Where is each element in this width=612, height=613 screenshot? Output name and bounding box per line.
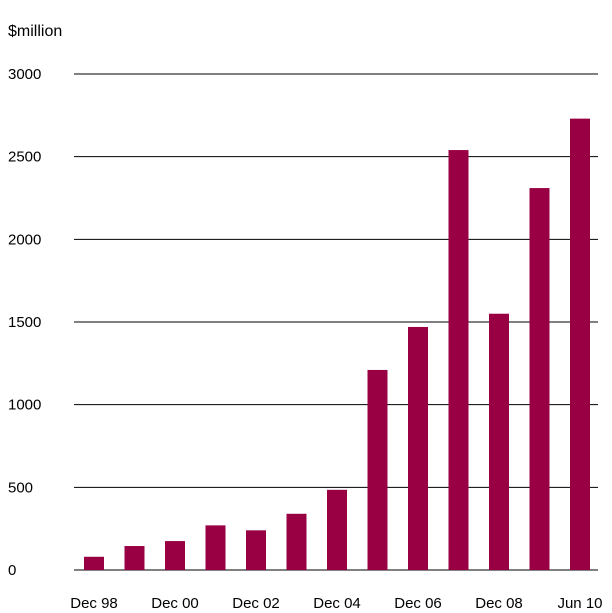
bar-dec-08: [489, 313, 509, 570]
bar-dec-04: [327, 489, 347, 570]
x-tick-label: Dec 98: [70, 595, 118, 612]
x-tick-label: Dec 04: [313, 595, 361, 612]
bar-jun-07: [448, 150, 469, 570]
y-tick-label: 1000: [8, 397, 41, 414]
bar-jun-09: [529, 188, 550, 570]
y-tick-label: 2500: [8, 149, 41, 166]
x-tick-labels: Dec 98 Dec 00 Dec 02 Dec 04 Dec 06 Dec 08 Jun …: [70, 595, 602, 612]
bar-dec-98: [84, 556, 104, 570]
y-tick-label: 1500: [8, 314, 41, 331]
bar-jun-05: [367, 369, 388, 570]
x-tick-label: Dec 08: [475, 595, 523, 612]
y-tick-label: 2000: [8, 231, 41, 248]
bar-jun-03: [286, 513, 307, 570]
x-tick-label: Dec 06: [394, 595, 442, 612]
bar-dec-02: [246, 530, 266, 570]
gridlines: [74, 73, 598, 571]
bar-jun-99: [124, 546, 145, 570]
x-tick-label: Dec 00: [151, 595, 199, 612]
x-tick-label: Jun 10: [557, 595, 602, 612]
y-tick-label: 0: [8, 562, 16, 579]
bar-jun-01: [205, 525, 226, 570]
y-axis-unit-label: $million: [8, 23, 62, 40]
bar-dec-06: [408, 326, 428, 570]
bar-jun-10: [570, 118, 590, 570]
bar-dec-00: [165, 541, 185, 570]
y-tick-labels: 0 500 1000 1500 2000 2500 3000: [8, 66, 41, 579]
y-tick-label: 500: [8, 479, 33, 496]
bars: [84, 118, 590, 570]
x-tick-label: Dec 02: [232, 595, 280, 612]
y-tick-label: 3000: [8, 66, 41, 83]
